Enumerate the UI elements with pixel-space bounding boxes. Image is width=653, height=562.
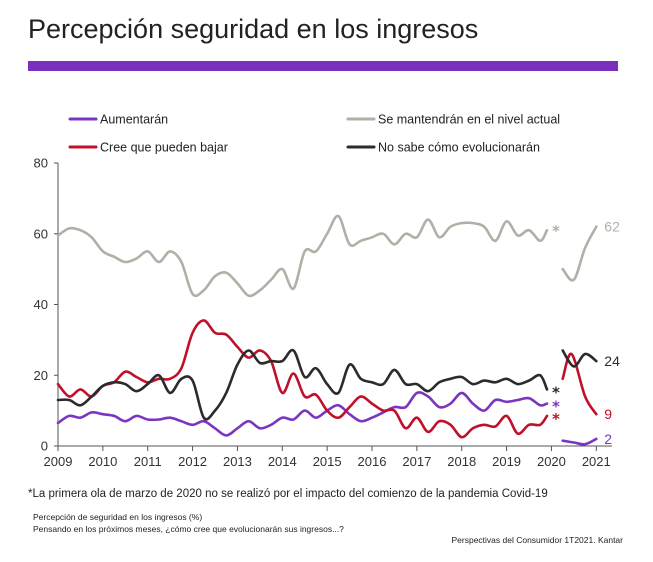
x-tick-label: 2018 [447, 454, 476, 469]
x-tick-label: 2009 [44, 454, 73, 469]
series-line-0-segment-1 [561, 437, 598, 446]
gap-asterisk-2: * [552, 410, 560, 428]
end-value-label-0: 2 [604, 431, 612, 447]
series-line-3-segment-0 [56, 348, 549, 421]
x-tick-label: 2017 [402, 454, 431, 469]
legend-label-2: Cree que pueden bajar [100, 141, 228, 155]
source: Perspectivas del Consumidor 1T2021. Kant… [451, 535, 623, 545]
y-tick-label: 0 [41, 439, 48, 454]
line-chart: Aumentarán Se mantendrán en el nivel actu… [34, 113, 621, 470]
note-metric: Percepción de seguridad en los ingresos … [33, 512, 203, 522]
x-tick-label: 2013 [223, 454, 252, 469]
end-labels: * 2 * 62 * 9 * 24 [552, 219, 620, 447]
axes: 0 20 40 60 80 2009 2010 2011 2012 2013 2014 2015 201… [34, 156, 612, 469]
legend-label-1: Se mantendrán en el nivel actual [378, 113, 560, 127]
x-tick-label: 2016 [358, 454, 387, 469]
series-line-1-segment-1 [561, 225, 598, 282]
y-tick-label: 40 [34, 297, 48, 312]
gap-asterisk-3: * [552, 383, 560, 401]
series-line-0-segment-0 [56, 391, 549, 437]
series-line-3-segment-1 [561, 349, 598, 368]
y-tick-label: 80 [34, 156, 48, 171]
legend-label-3: No sabe cómo evolucionarán [378, 141, 540, 155]
title-accent-bar [28, 61, 618, 71]
x-tick-label: 2011 [134, 454, 162, 469]
series-line-2-segment-0 [56, 319, 549, 439]
legend-label-0: Aumentarán [100, 113, 168, 127]
end-value-label-1: 62 [604, 219, 620, 235]
footnote: *La primera ola de marzo de 2020 no se r… [28, 488, 548, 500]
x-tick-label: 2015 [313, 454, 342, 469]
series-line-2-segment-1 [561, 352, 598, 416]
end-value-label-2: 9 [604, 406, 612, 422]
x-tick-label: 2020 [537, 454, 566, 469]
y-tick-label: 60 [34, 226, 48, 241]
y-tick-label: 20 [34, 368, 48, 383]
legend: Aumentarán Se mantendrán en el nivel actu… [68, 113, 560, 155]
gap-asterisk-0: * [552, 398, 560, 416]
x-tick-label: 2014 [268, 454, 297, 469]
x-tick-label: 2021 [582, 454, 611, 469]
note-question: Pensando en los próximos meses, ¿cómo cr… [33, 524, 344, 534]
series-line-1-segment-0 [56, 214, 549, 298]
x-tick-label: 2019 [492, 454, 521, 469]
x-tick-label: 2012 [178, 454, 207, 469]
x-tick-label: 2010 [88, 454, 117, 469]
gap-asterisk-1: * [552, 222, 560, 240]
chart-title: Percepción seguridad en los ingresos [28, 14, 479, 44]
series-lines [56, 214, 598, 446]
end-value-label-3: 24 [604, 353, 620, 369]
